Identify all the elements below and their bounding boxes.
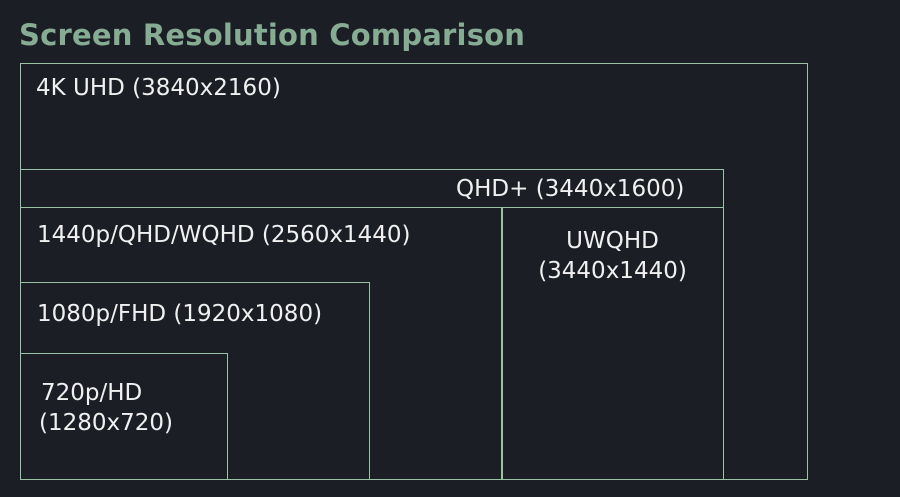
label-uwqhd-name: UWQHD — [566, 228, 659, 254]
label-720p-name: 720p/HD — [41, 380, 143, 406]
label-720p-resolution: (1280x720) — [39, 410, 173, 436]
label-1440p: 1440p/QHD/WQHD (2560x1440) — [37, 222, 411, 248]
box-720p — [20, 353, 228, 480]
diagram-title: Screen Resolution Comparison — [19, 18, 526, 52]
box-uwqhd — [501, 207, 724, 480]
label-uwqhd-resolution: (3440x1440) — [538, 258, 687, 284]
label-1080p: 1080p/FHD (1920x1080) — [37, 301, 323, 327]
label-qhd-plus: QHD+ (3440x1600) — [456, 176, 685, 202]
label-4k-uhd: 4K UHD (3840x2160) — [36, 75, 281, 101]
